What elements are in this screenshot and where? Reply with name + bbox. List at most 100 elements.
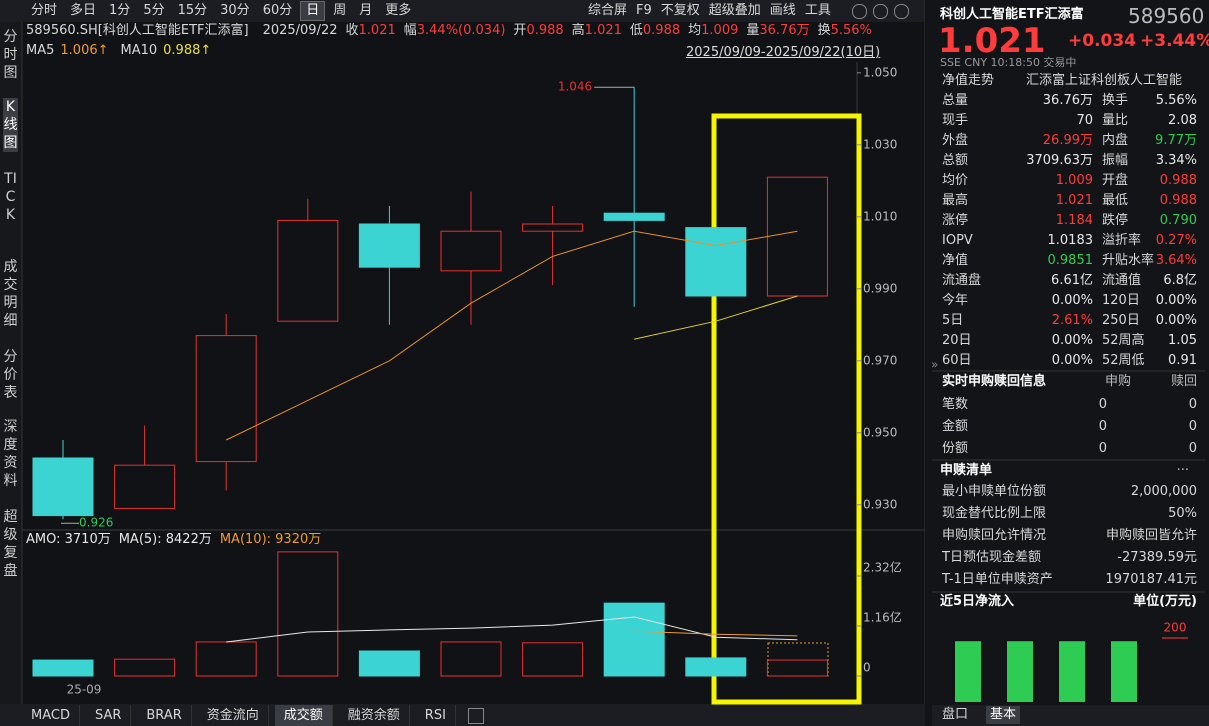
info-value: 1.009 <box>701 23 739 38</box>
indicator-tab[interactable]: MACD <box>22 705 80 726</box>
indicator-tab[interactable]: 资金流向 <box>198 705 269 726</box>
info-item: 幅 3.44%(0.034) <box>404 22 506 40</box>
sidebar-tab[interactable]: 成交明细 <box>3 259 18 329</box>
period-tab[interactable]: 30分 <box>220 3 250 18</box>
list-title: 申赎清单 <box>940 463 993 478</box>
period-tab[interactable]: 多日 <box>70 3 97 18</box>
quote-label: 最低 <box>1102 193 1129 208</box>
period-tab[interactable]: 5分 <box>143 3 165 18</box>
period-tab[interactable]: 日 <box>300 1 326 21</box>
quote-label: 今年 <box>942 293 969 308</box>
date-range: 2025/09/09-2025/09/22(10日) <box>686 45 881 60</box>
ma-label: MA10 <box>120 43 158 58</box>
sidebar-tab[interactable]: 深度资料 <box>3 419 18 489</box>
info-value: 0.988 <box>526 23 564 38</box>
annotation-label: 1.046 <box>558 80 592 94</box>
quote-value: 6.8亿 <box>1163 273 1197 288</box>
collapse-icon[interactable]: » <box>931 358 938 372</box>
quote-value: 2.08 <box>1168 113 1197 128</box>
quote-label: 换手 <box>1102 93 1129 108</box>
creation-label: 笔数 <box>942 397 969 412</box>
highlight-box <box>711 113 862 705</box>
y-tick-label: 0.970 <box>863 353 897 367</box>
creation-value: 0 <box>1188 441 1197 456</box>
tool-button[interactable]: 综合屏 <box>588 3 628 18</box>
tool-icon[interactable] <box>873 3 888 19</box>
sidebar-tab[interactable]: 分价表 <box>3 349 18 401</box>
quote-value: 0.00% <box>1051 333 1093 348</box>
candle-body <box>114 464 176 509</box>
info-item: 开 0.988 <box>513 22 563 40</box>
quote-label: 总额 <box>942 153 969 168</box>
quote-change-pct: +3.44% <box>1140 31 1209 51</box>
panel-tabs-bg <box>932 705 1209 726</box>
quote-status: SSE CNY 10:18:50 交易中 <box>940 56 1077 69</box>
list-more[interactable]: ··· <box>1176 463 1189 478</box>
indicator-tab[interactable]: SAR <box>86 705 132 726</box>
inflow-bar <box>1059 641 1085 702</box>
list-value: 50% <box>1168 506 1197 521</box>
ma-legend: MA5 1.006↑ MA10 0.988↑ <box>26 42 217 60</box>
info-label: 开 <box>513 23 527 38</box>
tool-button[interactable]: 画线 <box>769 3 796 18</box>
sidebar-tab[interactable]: K线图 <box>3 98 18 152</box>
quote-value: 3.34% <box>1155 153 1197 168</box>
quote-label: 20日 <box>942 333 972 348</box>
quote-value: 0.9851 <box>1047 253 1094 268</box>
candle-body <box>522 223 584 232</box>
tool-button[interactable]: 工具 <box>804 3 831 18</box>
panel-tab[interactable]: 盘口 <box>942 707 969 722</box>
period-tab[interactable]: 周 <box>333 3 347 18</box>
indicator-tab[interactable]: RSI <box>416 705 456 726</box>
quote-date: 2025/09/22 <box>262 23 338 38</box>
tool-button[interactable]: F9 <box>636 3 652 18</box>
quote-value: 36.76万 <box>1042 93 1093 108</box>
quote-label: 均价 <box>942 173 969 188</box>
panel-tab[interactable]: 基本 <box>986 706 1021 724</box>
quote-code: 589560 <box>1128 4 1205 28</box>
period-tab[interactable]: 分时 <box>31 3 58 18</box>
tool-icon[interactable] <box>852 3 867 19</box>
tool-button[interactable]: 不复权 <box>660 3 700 18</box>
y-tick-label: 2.32亿 <box>863 560 902 575</box>
quote-value: 3709.63万 <box>1026 153 1093 168</box>
sidebar-tab[interactable]: 超级复盘 <box>3 509 18 579</box>
period-tab[interactable]: 1分 <box>109 3 131 18</box>
candle-body <box>685 227 747 297</box>
list-value: -27389.59元 <box>1117 550 1197 565</box>
quote-label: IOPV <box>942 233 973 248</box>
info-bar: 589560.SH[科创人工智能ETF汇添富] 2025/09/22 收 1.021 幅… <box>26 22 872 40</box>
info-item: 换 5.56% <box>818 22 872 40</box>
sidebar-tab[interactable]: 分时图 <box>3 29 18 81</box>
sidebar-tab[interactable]: TICK <box>4 171 17 223</box>
quote-label: 流通盘 <box>942 273 982 288</box>
period-tab[interactable]: 更多 <box>385 3 412 18</box>
creation-title: 实时申购赎回信息 <box>942 374 1047 389</box>
volume-legend-item: MA(5): 8422万 <box>118 532 212 547</box>
indicator-tab[interactable]: 融资余额 <box>339 705 410 726</box>
inflow-bar <box>1111 641 1137 702</box>
add-tab[interactable] <box>467 707 484 724</box>
creation-column: 申购 <box>1104 374 1131 389</box>
y-tick-label: 1.16亿 <box>863 610 902 625</box>
info-value: 1.021 <box>584 23 622 38</box>
list-value: 1970187.41元 <box>1105 572 1197 587</box>
creation-column: 赎回 <box>1170 374 1197 389</box>
fund-name: 汇添富上证科创板人工智能 <box>1026 73 1183 88</box>
quote-value: 0.00% <box>1051 293 1093 308</box>
quote-value: 6.61亿 <box>1051 273 1093 288</box>
quote-value: 1.009 <box>1055 173 1093 188</box>
quote-label: 开盘 <box>1102 173 1129 188</box>
fund-label: 净值走势 <box>942 73 995 88</box>
volume-legend-item: AMO: 3710万 <box>26 532 111 547</box>
tool-icon[interactable] <box>894 3 909 19</box>
quote-label: 52周高 <box>1102 333 1145 348</box>
tool-button[interactable]: 超级叠加 <box>708 3 761 18</box>
period-tab[interactable]: 15分 <box>177 3 208 18</box>
period-tab[interactable]: 月 <box>359 3 373 18</box>
indicator-tab[interactable]: BRAR <box>137 705 192 726</box>
period-tab[interactable]: 60分 <box>262 3 293 18</box>
indicator-tab[interactable]: 成交额 <box>274 705 333 726</box>
volume-bar <box>195 641 257 677</box>
